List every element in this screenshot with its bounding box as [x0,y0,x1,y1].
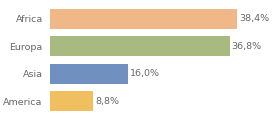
Text: 8,8%: 8,8% [95,97,119,106]
Bar [50,64,128,84]
Bar [50,9,237,29]
Bar [50,91,93,111]
Text: 36,8%: 36,8% [232,42,262,51]
Text: 16,0%: 16,0% [130,69,160,78]
Text: 38,4%: 38,4% [239,14,269,23]
Bar [50,36,230,56]
